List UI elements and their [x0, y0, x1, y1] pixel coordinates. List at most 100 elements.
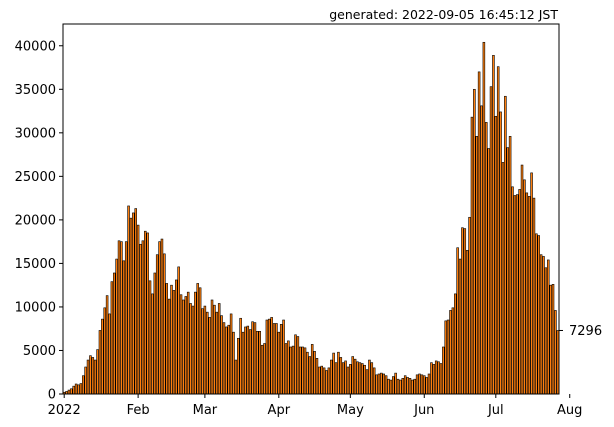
- x-tick-label: Jun: [413, 403, 434, 418]
- bar: [496, 66, 500, 395]
- bars-group: [62, 41, 560, 395]
- bar: [487, 148, 490, 395]
- bar: [229, 313, 233, 395]
- bar: [232, 331, 235, 395]
- bar: [401, 378, 405, 395]
- bar: [72, 385, 75, 395]
- bar: [215, 311, 219, 395]
- bar: [148, 280, 152, 395]
- bar: [358, 362, 362, 395]
- bar: [239, 317, 242, 395]
- bar: [387, 378, 390, 395]
- bar: [110, 281, 114, 395]
- bar: [544, 267, 548, 395]
- bar: [210, 299, 214, 395]
- y-tick-label: 25000: [15, 170, 56, 185]
- bar: [289, 346, 292, 395]
- bar: [418, 373, 421, 395]
- bar: [167, 298, 171, 395]
- bar: [191, 305, 195, 395]
- bar: [389, 379, 393, 395]
- bar: [337, 351, 340, 395]
- bar: [475, 136, 478, 395]
- bar: [186, 291, 190, 395]
- y-tick-label: 30000: [15, 126, 56, 141]
- bar: [527, 196, 531, 395]
- bar: [511, 186, 514, 395]
- x-tick-label: 2022: [48, 403, 81, 418]
- bar: [537, 235, 540, 395]
- bar: [260, 344, 264, 395]
- bar: [270, 317, 273, 395]
- bar: [234, 359, 238, 395]
- bar: [182, 299, 185, 395]
- bar: [194, 291, 197, 395]
- bar: [444, 320, 447, 395]
- bar: [77, 384, 80, 395]
- y-tick-label: 40000: [15, 39, 56, 54]
- generated-timestamp: generated: 2022-09-05 16:45:12 JST: [329, 7, 558, 22]
- bar: [248, 329, 252, 395]
- bar: [523, 179, 526, 395]
- bar: [127, 205, 130, 395]
- bar: [542, 256, 545, 395]
- bar: [437, 361, 440, 395]
- bar: [113, 272, 116, 395]
- bar: [82, 375, 85, 395]
- bar: [461, 227, 464, 395]
- bar: [213, 304, 216, 395]
- y-tick-label: 35000: [15, 83, 56, 98]
- bar: [508, 136, 512, 395]
- bar: [403, 375, 407, 395]
- bar: [365, 369, 369, 395]
- bar: [301, 346, 304, 395]
- bar: [465, 250, 469, 395]
- bar: [492, 55, 495, 395]
- bar: [539, 254, 543, 395]
- bar: [408, 378, 412, 395]
- bar: [277, 331, 281, 395]
- bar: [306, 351, 309, 395]
- bar: [423, 375, 426, 395]
- bar: [251, 321, 254, 395]
- bar: [122, 260, 126, 395]
- bar: [334, 362, 338, 395]
- bar: [160, 238, 164, 395]
- bar: [520, 164, 524, 395]
- bar: [375, 374, 378, 395]
- bar: [179, 294, 183, 395]
- bar: [349, 364, 352, 395]
- bar: [442, 346, 445, 395]
- bar: [67, 389, 71, 395]
- bar: [206, 311, 209, 395]
- bar: [287, 340, 290, 395]
- bar: [518, 189, 521, 395]
- bar: [151, 293, 154, 395]
- bar: [246, 325, 250, 395]
- bar: [454, 293, 457, 395]
- bar: [108, 313, 111, 395]
- bar: [294, 334, 297, 395]
- bar: [361, 363, 364, 395]
- bar: [170, 284, 173, 395]
- bar: [115, 258, 118, 395]
- bar: [506, 147, 509, 395]
- bar: [368, 359, 371, 395]
- bar: [139, 243, 142, 395]
- bar: [434, 360, 438, 395]
- bar: [74, 383, 78, 395]
- y-tick-label: 5000: [23, 344, 56, 359]
- bar: [70, 388, 73, 395]
- bar: [525, 192, 529, 395]
- bar: [291, 345, 295, 395]
- bar: [299, 346, 302, 395]
- bar: [175, 279, 178, 395]
- bar: [189, 303, 192, 395]
- bar: [320, 365, 323, 395]
- bar: [513, 195, 517, 395]
- x-tick-label: May: [337, 403, 364, 418]
- x-tick-label: Jul: [487, 403, 504, 418]
- bar: [272, 323, 276, 395]
- bar: [468, 216, 471, 395]
- bar: [184, 296, 188, 395]
